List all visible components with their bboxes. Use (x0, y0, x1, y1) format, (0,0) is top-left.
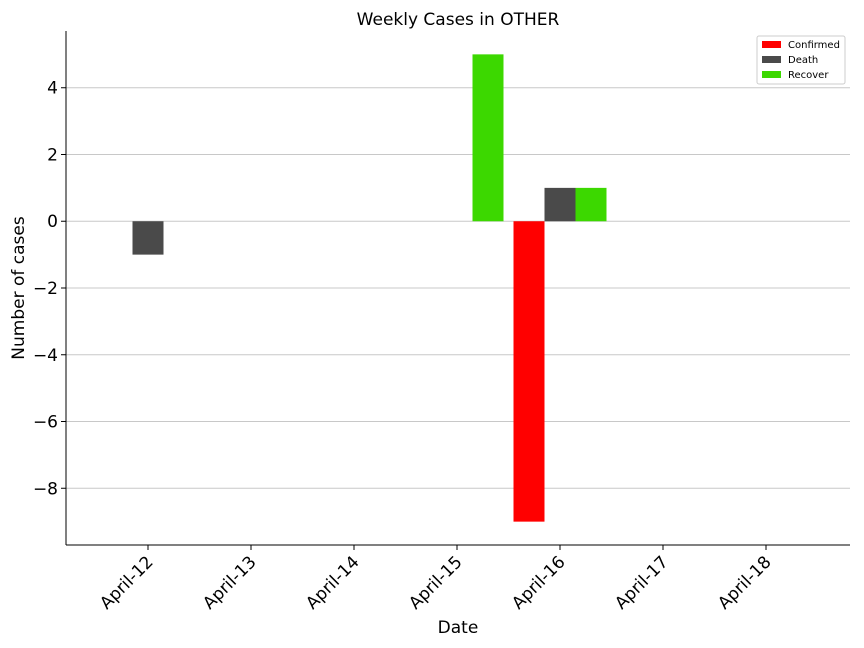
bar-death-april-12 (132, 221, 164, 255)
x-tick-labels: April-12 April-13 April-14 April-15 April-16… (96, 545, 776, 614)
bar-death-april-16 (544, 187, 576, 222)
x-tick-label: April-12 (96, 552, 157, 613)
y-tick-labels: 4 2 0 −2 −4 −6 −8 (33, 79, 66, 499)
chart-title: Weekly Cases in OTHER (357, 10, 560, 30)
x-tick-label: April-13 (199, 552, 260, 613)
legend-label-recover: Recover (788, 70, 829, 81)
legend-label-death: Death (788, 55, 818, 66)
grid-lines (66, 87, 850, 489)
legend-swatch-death (762, 56, 781, 63)
y-tick-label: −2 (33, 279, 58, 299)
bar-confirmed-april-16 (513, 221, 545, 522)
y-tick-label: 4 (47, 79, 58, 99)
x-tick-label: April-18 (714, 552, 775, 613)
x-tick-label: April-15 (405, 552, 466, 613)
y-tick-label: −6 (33, 413, 58, 433)
y-tick-label: −4 (33, 346, 58, 366)
bar-recover-april-15 (472, 54, 504, 222)
x-tick-label: April-14 (302, 552, 363, 613)
bars (132, 54, 607, 522)
bar-recover-april-16 (575, 187, 607, 222)
x-axis-label: Date (438, 618, 479, 638)
y-tick-label: −8 (33, 479, 58, 499)
legend-swatch-confirmed (762, 41, 781, 48)
legend-swatch-recover (762, 71, 781, 78)
y-tick-label: 0 (47, 212, 58, 232)
x-tick-label: April-17 (611, 552, 672, 613)
legend-label-confirmed: Confirmed (788, 40, 840, 51)
x-tick-label: April-16 (508, 552, 569, 613)
legend: Confirmed Death Recover (756, 35, 846, 85)
y-tick-label: 2 (47, 145, 58, 165)
y-axis-label: Number of cases (9, 216, 29, 360)
